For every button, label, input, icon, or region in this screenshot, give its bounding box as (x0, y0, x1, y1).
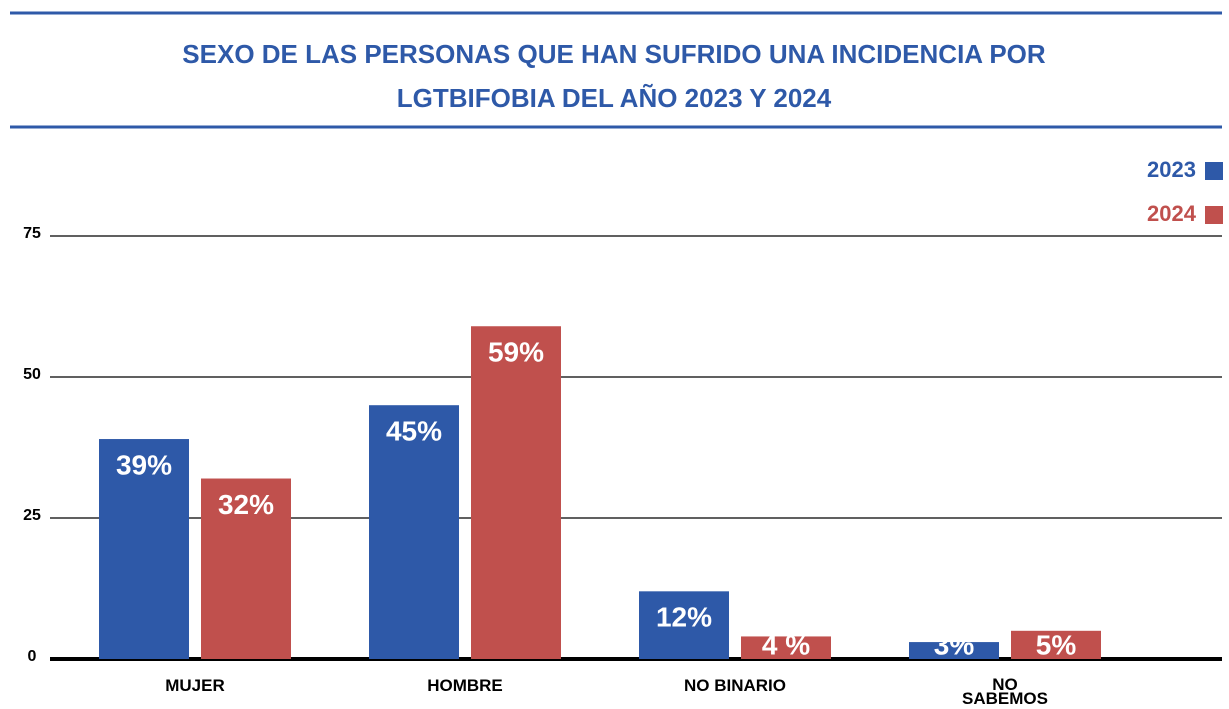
bar (639, 591, 729, 659)
data-label: 12% (656, 602, 712, 633)
x-tick-label: NO SABEMOS (962, 675, 1048, 708)
y-tick-label: 50 (23, 366, 41, 383)
bar (909, 642, 999, 659)
bar (369, 405, 459, 659)
bar (99, 439, 189, 659)
y-tick-label: 25 (23, 507, 41, 524)
legend-label: 2024 (1147, 201, 1197, 226)
x-tick-label: HOMBRE (427, 676, 503, 695)
legend-label: 2023 (1147, 157, 1196, 182)
y-tick-label: 75 (23, 225, 41, 242)
y-tick-label: 0 (28, 648, 37, 665)
legend-swatch (1205, 206, 1223, 224)
chart-title: SEXO DE LAS PERSONAS QUE HAN SUFRIDO UNA… (182, 39, 1046, 113)
data-label: 5% (1036, 629, 1077, 660)
legend-swatch (1205, 162, 1223, 180)
x-tick-label: MUJER (165, 676, 225, 695)
data-label: 45% (386, 416, 442, 447)
bar (741, 636, 831, 659)
data-label: 59% (488, 337, 544, 368)
data-label: 4 % (762, 629, 810, 660)
bar (1011, 630, 1101, 659)
bar (201, 478, 291, 659)
data-label: 39% (116, 449, 172, 480)
data-label: 3% (934, 629, 975, 660)
x-tick-label: NO BINARIO (684, 676, 786, 695)
data-label: 32% (218, 489, 274, 520)
bar (471, 326, 561, 659)
